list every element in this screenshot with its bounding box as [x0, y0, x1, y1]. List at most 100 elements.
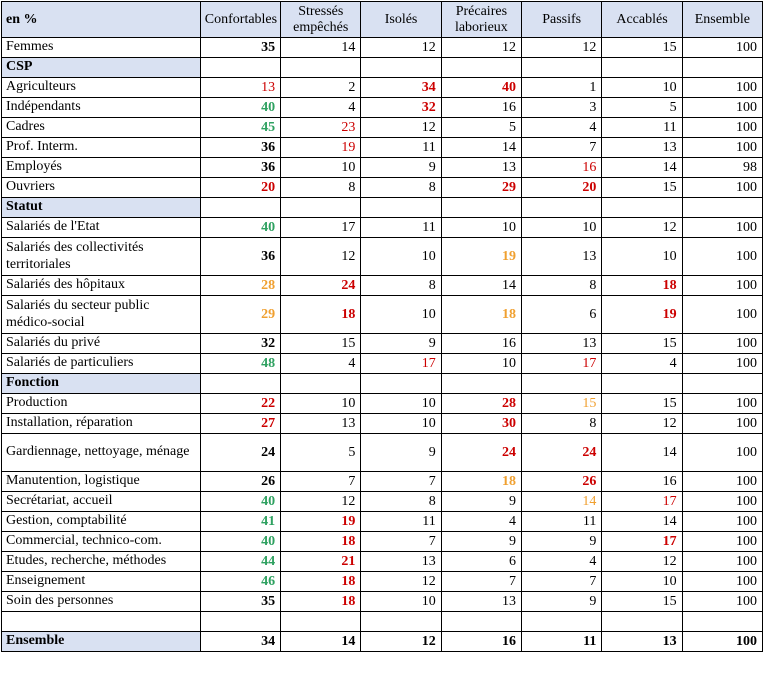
row-label: Manutention, logistique	[1, 471, 201, 492]
value-cell: 8	[521, 413, 603, 434]
header-row: en % Confortables Stressés empêchés Isolés…	[1, 1, 764, 38]
row-label: Secrétariat, accueil	[1, 491, 201, 512]
value-cell	[280, 197, 362, 218]
value-cell: 20	[521, 177, 603, 198]
value-cell: 4	[521, 117, 603, 138]
value-cell	[360, 57, 442, 78]
value-cell: 12	[440, 37, 523, 58]
value-cell: 10	[360, 237, 442, 276]
row-label: Ouvriers	[1, 177, 201, 198]
value-cell: 16	[601, 471, 683, 492]
value-cell	[521, 373, 603, 394]
row-label: CSP	[1, 57, 201, 78]
value-cell	[681, 373, 764, 394]
value-cell: 19	[601, 295, 683, 334]
value-cell: 5	[280, 433, 362, 472]
value-cell: 13	[440, 591, 523, 612]
row-label: Gestion, comptabilité	[1, 511, 201, 532]
value-cell: 10	[601, 571, 683, 592]
value-cell: 98	[681, 157, 764, 178]
table-row: Ouvriers 20 8 8 29 20 15 100	[1, 177, 764, 198]
value-cell: 13	[440, 157, 523, 178]
value-cell: 100	[681, 393, 764, 414]
value-cell: 20	[199, 177, 282, 198]
value-cell: 44	[199, 551, 282, 572]
row-label: Etudes, recherche, méthodes	[1, 551, 201, 572]
value-cell: 4	[601, 353, 683, 374]
value-cell: 18	[280, 571, 362, 592]
value-cell: 14	[280, 37, 362, 58]
value-cell	[440, 373, 523, 394]
row-label: Salariés du secteur public médico-social	[1, 295, 201, 334]
value-cell: 12	[280, 237, 362, 276]
value-cell: 11	[521, 511, 603, 532]
value-cell: 6	[440, 551, 523, 572]
value-cell	[360, 611, 442, 632]
row-label: Gardiennage, nettoyage, ménage	[1, 433, 201, 472]
total-row: Ensemble 34 14 12 16 11 13 100	[1, 631, 764, 652]
section-row: CSP	[1, 57, 764, 78]
value-cell: 36	[199, 157, 282, 178]
value-cell: 12	[601, 217, 683, 238]
value-cell: 24	[199, 433, 282, 472]
value-cell: 13	[601, 137, 683, 158]
value-cell: 9	[521, 531, 603, 552]
value-cell: 100	[681, 591, 764, 612]
value-cell: 14	[280, 631, 362, 652]
value-cell: 30	[440, 413, 523, 434]
value-cell: 32	[199, 333, 282, 354]
value-cell: 18	[280, 531, 362, 552]
table-row: Agriculteurs 13 2 34 40 1 10 100	[1, 77, 764, 98]
value-cell: 100	[681, 77, 764, 98]
value-cell: 12	[280, 491, 362, 512]
value-cell	[681, 57, 764, 78]
value-cell: 19	[440, 237, 523, 276]
value-cell	[521, 57, 603, 78]
value-cell: 15	[601, 177, 683, 198]
value-cell: 40	[199, 97, 282, 118]
value-cell	[280, 57, 362, 78]
value-cell	[199, 373, 282, 394]
value-cell: 10	[360, 295, 442, 334]
value-cell: 28	[199, 275, 282, 296]
value-cell	[601, 373, 683, 394]
value-cell: 19	[280, 511, 362, 532]
table-row: Employés 36 10 9 13 16 14 98	[1, 157, 764, 178]
value-cell: 10	[280, 393, 362, 414]
value-cell: 15	[601, 333, 683, 354]
value-cell: 4	[280, 353, 362, 374]
value-cell: 18	[280, 591, 362, 612]
value-cell	[521, 197, 603, 218]
value-cell: 19	[280, 137, 362, 158]
value-cell: 100	[681, 137, 764, 158]
value-cell: 7	[360, 531, 442, 552]
value-cell: 26	[199, 471, 282, 492]
value-cell: 34	[199, 631, 282, 652]
value-cell	[681, 197, 764, 218]
value-cell: 7	[521, 137, 603, 158]
row-label: Employés	[1, 157, 201, 178]
value-cell: 11	[360, 511, 442, 532]
value-cell: 35	[199, 37, 282, 58]
row-label: Salariés de l'Etat	[1, 217, 201, 238]
table-row: Manutention, logistique 26 7 7 18 26 16 100	[1, 471, 764, 492]
value-cell: 12	[360, 631, 442, 652]
value-cell: 10	[601, 237, 683, 276]
value-cell	[199, 611, 282, 632]
value-cell: 8	[521, 275, 603, 296]
value-cell: 32	[360, 97, 442, 118]
row-label: Ensemble	[1, 631, 201, 652]
table-row: Salariés de particuliers 48 4 17 10 17 4 100	[1, 353, 764, 374]
value-cell: 10	[521, 217, 603, 238]
value-cell: 17	[360, 353, 442, 374]
row-label: Salariés des hôpitaux	[1, 275, 201, 296]
value-cell: 14	[601, 433, 683, 472]
crosstab-table: en % Confortables Stressés empêchés Isolés…	[1, 1, 764, 652]
table-row: Production 22 10 10 28 15 15 100	[1, 393, 764, 414]
row-label: Fonction	[1, 373, 201, 394]
value-cell: 24	[521, 433, 603, 472]
value-cell: 9	[440, 491, 523, 512]
value-cell: 8	[360, 177, 442, 198]
value-cell: 40	[199, 531, 282, 552]
value-cell	[440, 57, 523, 78]
